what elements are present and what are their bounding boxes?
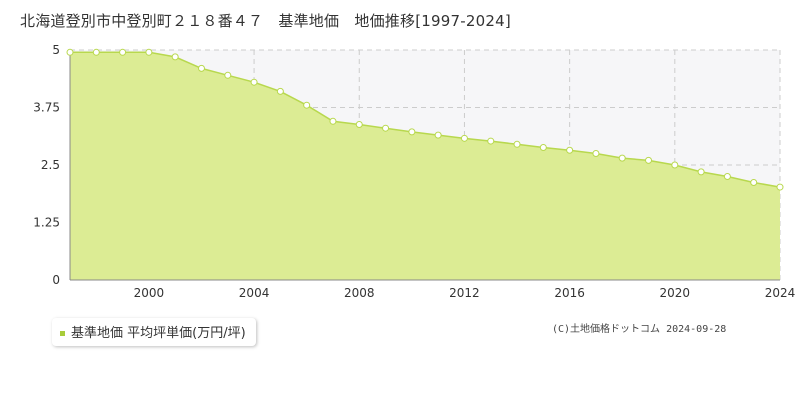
- y-tick-label: 2.5: [41, 158, 60, 172]
- chart-title: 北海道登別市中登別町２１８番４７ 基準地価 地価推移[1997-2024]: [20, 12, 511, 30]
- data-point: [382, 124, 390, 132]
- data-point: [303, 101, 311, 109]
- legend: 基準地価 平均坪単価(万円/坪): [52, 318, 256, 346]
- x-tick-label: 2012: [449, 286, 480, 300]
- x-tick-label: 2016: [554, 286, 585, 300]
- data-point: [224, 71, 232, 79]
- data-point: [618, 154, 626, 162]
- data-points: [66, 48, 784, 191]
- x-tick-label: 2000: [134, 286, 165, 300]
- data-point: [197, 64, 205, 72]
- area-fill: [70, 52, 780, 280]
- data-point: [460, 134, 468, 142]
- data-point: [487, 137, 495, 145]
- data-point: [776, 183, 784, 191]
- x-tick-label: 2008: [344, 286, 375, 300]
- data-point: [697, 168, 705, 176]
- y-tick-labels: 0 1.25 2.5 3.75 5: [33, 43, 60, 287]
- data-point: [539, 144, 547, 152]
- y-tick-label: 3.75: [33, 101, 60, 115]
- data-point: [145, 48, 153, 56]
- legend-swatch: [60, 331, 65, 336]
- x-tick-label: 2020: [660, 286, 691, 300]
- y-tick-label: 5: [52, 43, 60, 57]
- y-tick-label: 1.25: [33, 216, 60, 230]
- data-point: [434, 131, 442, 139]
- x-tick-label: 2004: [239, 286, 270, 300]
- data-point: [329, 117, 337, 125]
- data-point: [408, 128, 416, 136]
- legend-label: 基準地価 平均坪単価(万円/坪): [71, 326, 246, 341]
- data-point: [92, 48, 100, 56]
- data-point: [66, 48, 74, 56]
- series-line: [70, 51, 781, 188]
- data-point: [723, 173, 731, 180]
- x-tick-labels: 2000 2004 2008 2012 2016 2020 2024: [134, 286, 796, 300]
- data-point: [250, 78, 258, 86]
- data-point: [566, 146, 574, 154]
- x-tick-label: 2024: [765, 286, 796, 300]
- data-point: [750, 178, 758, 186]
- y-tick-label: 0: [52, 273, 60, 287]
- data-point: [355, 121, 363, 129]
- data-point: [671, 161, 679, 169]
- copyright: (C)土地価格ドットコム 2024-09-28: [552, 324, 727, 335]
- data-point: [276, 87, 284, 95]
- data-point: [171, 53, 179, 61]
- data-point: [119, 48, 127, 56]
- data-point: [645, 156, 653, 164]
- data-point: [592, 150, 600, 157]
- data-point: [513, 140, 521, 148]
